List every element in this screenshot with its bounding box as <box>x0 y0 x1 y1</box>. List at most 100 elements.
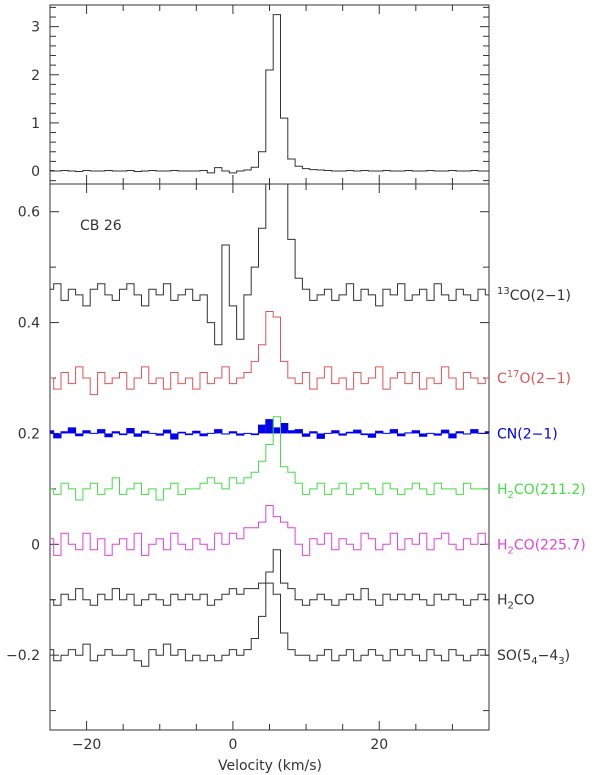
spectrum-channel <box>397 433 405 436</box>
spectrum-channel <box>68 427 76 434</box>
series-label-5: H2CO <box>497 593 535 612</box>
spectrum-channel <box>163 430 171 434</box>
bottom-panel: −20 0 20−0.200.20.40.6 13CO(2−1)C17O(2−1)C… <box>6 183 586 774</box>
spectrum-line <box>50 505 489 556</box>
spectrum-channel <box>104 433 113 437</box>
spectrum-channel <box>375 431 383 434</box>
spectrum-channel <box>75 433 83 436</box>
spectrum-line <box>50 416 489 501</box>
spectrum-series-1 <box>50 311 489 396</box>
spectrum-channel <box>346 432 354 434</box>
spectrum-channel <box>119 433 127 435</box>
series-label-1: C17O(2−1) <box>497 369 571 387</box>
spectrum-channel <box>170 433 179 439</box>
spectrum-channel <box>258 425 266 434</box>
series-label-part: 2 <box>508 601 514 612</box>
series-label-part: H <box>497 482 508 498</box>
bottom-panel-ticks: −20 0 20 −0.2 0 0.2 0.4 0.6 <box>6 184 490 753</box>
bottom-panel-frame <box>49 183 490 731</box>
spectrum-channel <box>419 433 427 437</box>
spectrum-channel <box>302 433 310 437</box>
spectrum-line <box>50 419 489 440</box>
spectrum-channel <box>60 431 69 434</box>
spectrum-channel <box>185 433 193 435</box>
spectrum-series-2 <box>50 419 489 440</box>
y-tick-label: −0.2 <box>6 648 40 664</box>
spectrum-channel <box>485 431 489 434</box>
top-panel-ticks: 0 1 2 3 <box>31 5 490 184</box>
series-label-part: SO(5 <box>497 648 531 664</box>
series-label-0: 13CO(2−1) <box>497 286 571 304</box>
spectrum-channel <box>97 429 105 434</box>
series-label-part: H <box>497 537 508 553</box>
series-label-part: 13 <box>497 286 510 297</box>
spectrum-series-4 <box>50 505 489 556</box>
y-tick-label: 2 <box>31 68 40 84</box>
spectrum-channel <box>214 429 222 434</box>
series-label-4: H2CO(225.7) <box>497 537 586 556</box>
spectrum-channel <box>448 433 457 438</box>
spectrum-series-3 <box>50 416 489 501</box>
spectrum-channel <box>287 430 296 434</box>
spectrum-line <box>50 184 489 346</box>
spectrum-channel <box>178 432 186 434</box>
spectrum-series-5 <box>50 549 489 606</box>
y-tick-label: 0 <box>31 537 40 553</box>
y-tick-label: 3 <box>31 20 40 36</box>
series-label-part: CO(2−1) <box>510 288 571 304</box>
series-label-part: ) <box>565 648 570 664</box>
spectrum-series-6 <box>50 582 489 667</box>
source-annotation: CB 26 <box>80 218 122 234</box>
spectrum-line <box>50 311 489 396</box>
spectrum-channel <box>434 433 442 436</box>
spectrum-line <box>50 14 489 174</box>
series-label-part: H <box>497 593 508 609</box>
series-label-part: 3 <box>558 656 564 667</box>
spectrum-channel <box>273 427 281 434</box>
spectrum-channel <box>309 431 318 434</box>
y-tick-label: 0.4 <box>18 316 40 332</box>
spectrum-channel <box>339 433 347 436</box>
spectrum-line <box>50 549 489 606</box>
x-tick-label: −20 <box>72 737 102 753</box>
series-label-2: CN(2−1) <box>497 426 558 442</box>
top-panel-frame <box>49 4 490 185</box>
bottom-panel-series <box>50 184 489 667</box>
x-axis-title: Velocity (km/s) <box>218 758 322 774</box>
x-tick-label: 20 <box>370 737 388 753</box>
spectrum-channel <box>317 433 325 439</box>
spectrum-channel <box>456 431 464 434</box>
spectrum-line <box>50 582 489 667</box>
spectrum-channel <box>331 430 340 434</box>
spectrum-channel <box>295 429 303 434</box>
y-tick-label: 0.2 <box>18 426 40 442</box>
spectrum-series-0 <box>50 14 489 174</box>
spectrum-channel <box>368 433 376 438</box>
spectrum-channel <box>82 430 91 434</box>
series-label-3: H2CO(211.2) <box>497 482 586 501</box>
series-label-part: CN(2−1) <box>497 426 558 442</box>
top-panel-series <box>50 14 489 174</box>
spectrum-channel <box>53 433 61 438</box>
y-tick-label: 1 <box>31 116 40 132</box>
spectrum-channel <box>360 433 369 435</box>
spectrum-channel <box>441 430 449 434</box>
spectrum-channel <box>126 428 135 434</box>
spectrum-channel <box>192 431 200 434</box>
spectrum-series-0 <box>50 184 489 346</box>
series-label-part: O(2−1) <box>520 371 572 387</box>
series-label-part: C <box>497 371 507 387</box>
x-tick-label: 0 <box>228 737 237 753</box>
spectrum-channel <box>236 433 244 436</box>
series-label-part: 17 <box>507 369 520 380</box>
spectrum-channel <box>390 429 398 434</box>
series-label-part: CO(225.7) <box>514 537 586 553</box>
spectrum-channel <box>470 429 479 434</box>
spectrum-channel <box>50 430 54 434</box>
spectrum-channel <box>229 431 237 434</box>
series-label-part: CO <box>514 593 535 609</box>
spectrum-channel <box>265 419 274 434</box>
series-label-part: 2 <box>508 490 514 501</box>
series-labels: 13CO(2−1)C17O(2−1)CN(2−1)H2CO(211.2)H2CO… <box>497 286 586 667</box>
spectrum-channel <box>112 431 120 434</box>
